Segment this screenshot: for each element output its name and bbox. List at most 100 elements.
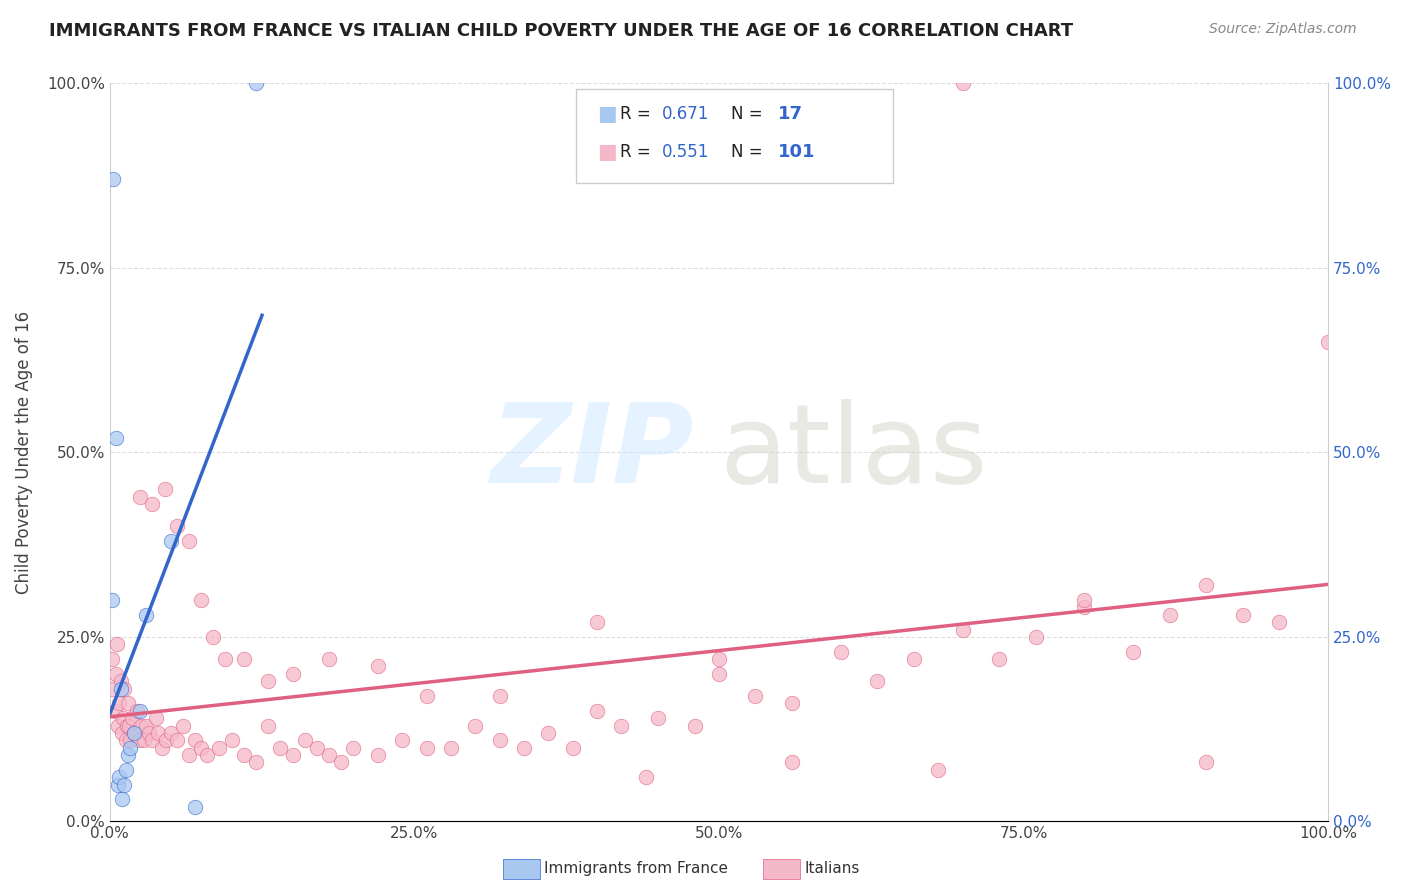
Point [131, 718, 153, 732]
Point [952, 623, 974, 637]
Text: R =: R = [620, 105, 657, 123]
Point [305, 740, 328, 755]
Text: Immigrants from France: Immigrants from France [544, 862, 728, 876]
Point [172, 718, 194, 732]
Point [101, 593, 124, 607]
Point [135, 718, 157, 732]
Text: Source: ZipAtlas.com: Source: ZipAtlas.com [1209, 22, 1357, 37]
Text: 0.671: 0.671 [662, 105, 710, 123]
Point [177, 747, 200, 762]
Point [257, 718, 280, 732]
Point [159, 534, 181, 549]
Point [707, 652, 730, 666]
Point [281, 747, 304, 762]
Point [184, 733, 207, 747]
Point [1195, 756, 1218, 770]
Point [112, 711, 135, 725]
Point [281, 666, 304, 681]
Point [683, 718, 706, 732]
Point [118, 718, 141, 732]
Point [488, 733, 510, 747]
Point [245, 756, 267, 770]
Point [464, 718, 486, 732]
Text: atlas: atlas [718, 399, 987, 506]
Point [586, 615, 609, 630]
Point [561, 740, 583, 755]
Point [647, 711, 669, 725]
Point [114, 763, 136, 777]
Point [105, 637, 128, 651]
Point [927, 763, 949, 777]
Y-axis label: Child Poverty Under the Age of 16: Child Poverty Under the Age of 16 [15, 311, 32, 594]
Point [513, 740, 536, 755]
Point [108, 697, 131, 711]
Point [537, 726, 560, 740]
Point [107, 778, 129, 792]
Point [108, 770, 131, 784]
Point [122, 726, 145, 740]
Text: 101: 101 [778, 143, 815, 161]
Point [1195, 578, 1218, 592]
Point [1122, 645, 1144, 659]
Text: ■: ■ [598, 104, 617, 124]
Point [232, 652, 254, 666]
Point [391, 733, 413, 747]
Point [415, 689, 437, 703]
Point [111, 726, 134, 740]
Point [141, 497, 163, 511]
Point [104, 666, 127, 681]
Point [214, 652, 236, 666]
Point [110, 674, 132, 689]
Point [128, 733, 150, 747]
Point [202, 630, 225, 644]
Point [114, 733, 136, 747]
Point [120, 740, 142, 755]
Point [367, 747, 389, 762]
Point [190, 593, 212, 607]
Point [318, 747, 340, 762]
Point [117, 747, 139, 762]
Point [415, 740, 437, 755]
Point [101, 652, 124, 666]
Point [107, 718, 129, 732]
Text: ZIP: ZIP [491, 399, 695, 506]
Point [780, 756, 803, 770]
Point [166, 519, 188, 533]
Point [190, 740, 212, 755]
Point [318, 652, 340, 666]
Point [138, 726, 160, 740]
Point [104, 431, 127, 445]
Point [707, 666, 730, 681]
Point [952, 77, 974, 91]
Point [634, 770, 657, 784]
Text: 0.551: 0.551 [662, 143, 710, 161]
Point [488, 689, 510, 703]
Point [125, 704, 148, 718]
Point [903, 652, 925, 666]
Point [155, 733, 177, 747]
Point [1268, 615, 1291, 630]
Point [1232, 607, 1254, 622]
Text: ■: ■ [598, 142, 617, 161]
Point [121, 711, 143, 725]
Point [330, 756, 353, 770]
Point [141, 733, 163, 747]
Point [257, 674, 280, 689]
Point [208, 740, 231, 755]
Point [1073, 600, 1095, 615]
Point [145, 711, 167, 725]
Point [135, 607, 157, 622]
Point [195, 747, 218, 762]
Point [117, 697, 139, 711]
Point [245, 77, 267, 91]
Point [115, 718, 138, 732]
Point [103, 172, 125, 186]
Point [988, 652, 1011, 666]
Point [367, 659, 389, 673]
Text: IMMIGRANTS FROM FRANCE VS ITALIAN CHILD POVERTY UNDER THE AGE OF 16 CORRELATION : IMMIGRANTS FROM FRANCE VS ITALIAN CHILD … [49, 22, 1073, 40]
Point [184, 799, 207, 814]
Point [269, 740, 291, 755]
Point [1159, 607, 1181, 622]
Point [294, 733, 316, 747]
Point [129, 704, 152, 718]
